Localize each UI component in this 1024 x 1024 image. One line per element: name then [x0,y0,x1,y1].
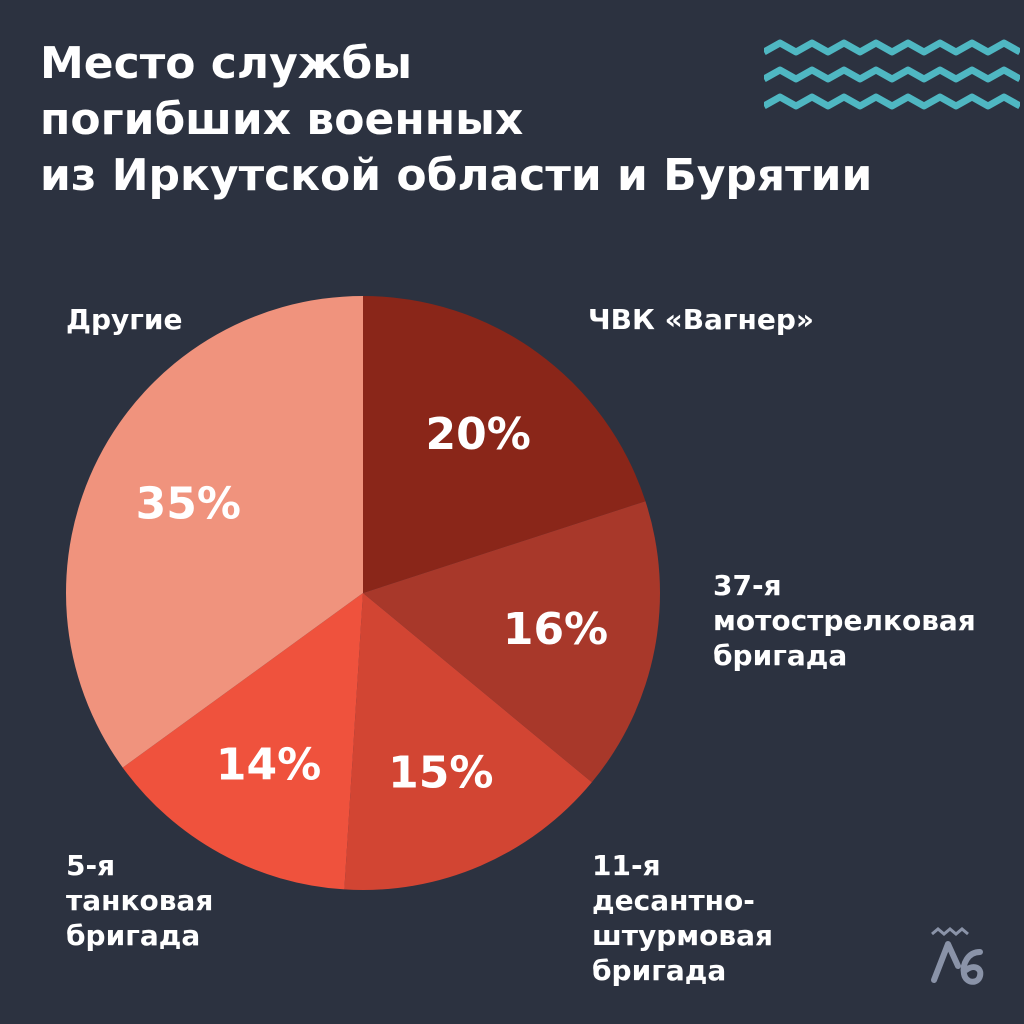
pie-slice-4 [122,593,363,890]
decorative-waves-icon [764,39,1020,110]
slice-value-label-3: 15% [388,747,493,798]
pie-value-labels: 20% 16% 15% 14% 35% [136,409,609,799]
category-label-line: 11-я [592,849,661,882]
pie-slice-3 [344,593,592,890]
category-label-5th-brigade: 5-я танковая бригада [66,848,213,953]
category-label-other: Другие [66,302,182,337]
category-label-line: десантно- [592,884,755,917]
category-label-line: бригада [713,639,848,672]
category-label-37th-brigade: 37-я мотострелковая бригада [713,568,976,673]
category-label-11th-brigade: 11-я десантно- штурмовая бригада [592,848,773,988]
pie-slices [65,296,660,890]
title-line-1: Место службы [40,38,413,89]
category-label-wagner: ЧВК «Вагнер» [588,302,814,337]
category-label-line: мотострелковая [713,604,976,637]
wave-line-3 [764,93,1020,110]
category-label-line: ЧВК «Вагнер» [588,303,815,336]
category-label-line: штурмовая [592,919,773,952]
slice-value-label-1: 20% [426,409,531,460]
category-label-line: 37-я [713,569,782,602]
pie-slice-5 [65,296,363,768]
wave-line-2 [764,66,1020,83]
category-label-line: Другие [66,303,183,336]
category-label-line: танковая [66,884,214,917]
title-line-2: погибших военных [40,94,524,145]
lb-logo-icon [931,927,984,985]
category-label-line: бригада [592,954,727,987]
page-title: Место службы погибших военных из Иркутск… [40,36,980,204]
category-label-line: 5-я [66,849,116,882]
title-line-3: из Иркутской области и Бурятии [40,150,873,201]
slice-value-label-2: 16% [503,604,608,655]
pie-slice-1 [363,296,646,593]
pie-slice-2 [363,501,660,783]
slice-value-label-4: 14% [216,739,321,790]
slice-value-label-5: 35% [136,479,241,530]
wave-line-1 [764,39,1020,56]
category-label-line: бригада [66,919,201,952]
